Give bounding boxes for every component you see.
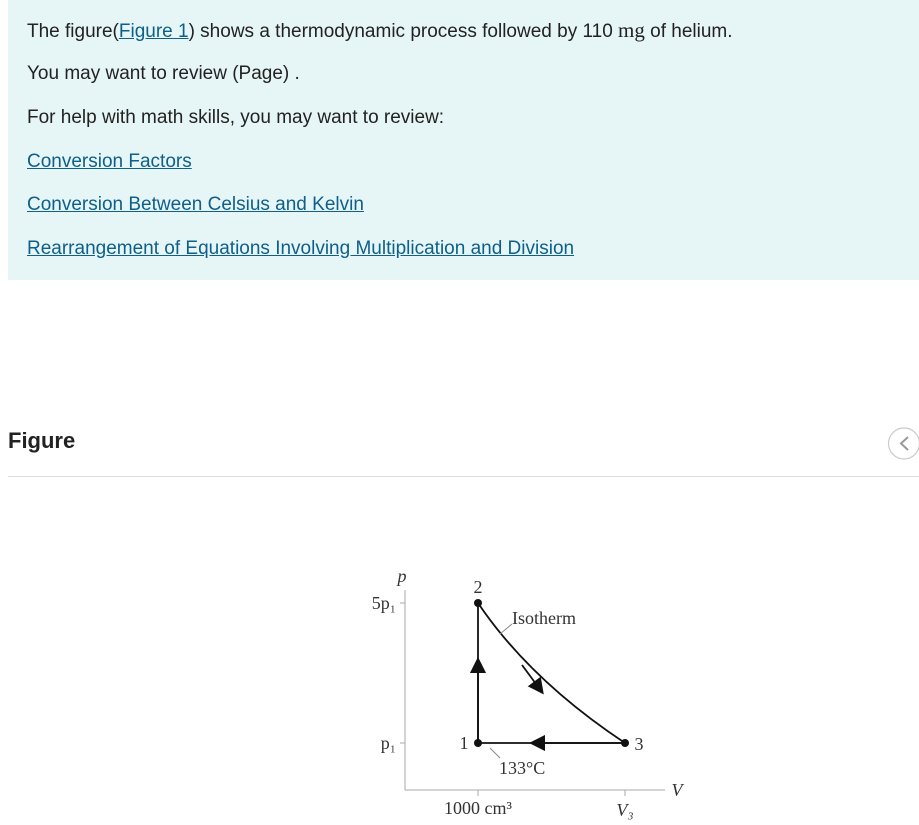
figure-link[interactable]: Figure 1 [118,21,189,42]
figure-title: Figure [8,428,76,453]
unit: mg [618,18,645,42]
temperature-label: 133°C [499,758,545,778]
text: ) shows a thermodynamic process followed… [188,21,619,42]
text: The figure( [27,21,119,42]
review: You may want to review (Page) . [27,63,300,84]
x-label: 1000 cm³ [444,798,512,818]
review-link[interactable]: Conversion Between Celsius and Kelvin [27,194,364,215]
review-link[interactable]: Rearrangement of Equations Involving Mul… [27,238,575,259]
x-label: V₃ [616,800,633,820]
text: of helium. [644,21,733,42]
intro: The figure(Figure 1) shows a thermodynam… [27,18,733,44]
help: For help with math skills, you may want … [27,107,445,128]
point-label: 3 [635,734,644,754]
divider [8,476,919,477]
y-label: 5p₁ [372,593,396,613]
y-axis-label: p [396,566,407,586]
review-link[interactable]: Conversion Factors [27,151,192,172]
prev-button[interactable] [887,427,919,460]
info-panel: The figure(Figure 1) shows a thermodynam… [8,0,919,280]
x-axis-label: V [672,780,685,800]
point-label: 2 [474,577,483,597]
isotherm-label: Isotherm [512,608,576,628]
point-label: 1 [460,733,469,753]
pv-diagram: p V 5p₁ p₁ 1000 cm³ V₃ 1 2 3 Isotherm 13… [372,566,685,820]
y-label: p₁ [381,733,396,753]
